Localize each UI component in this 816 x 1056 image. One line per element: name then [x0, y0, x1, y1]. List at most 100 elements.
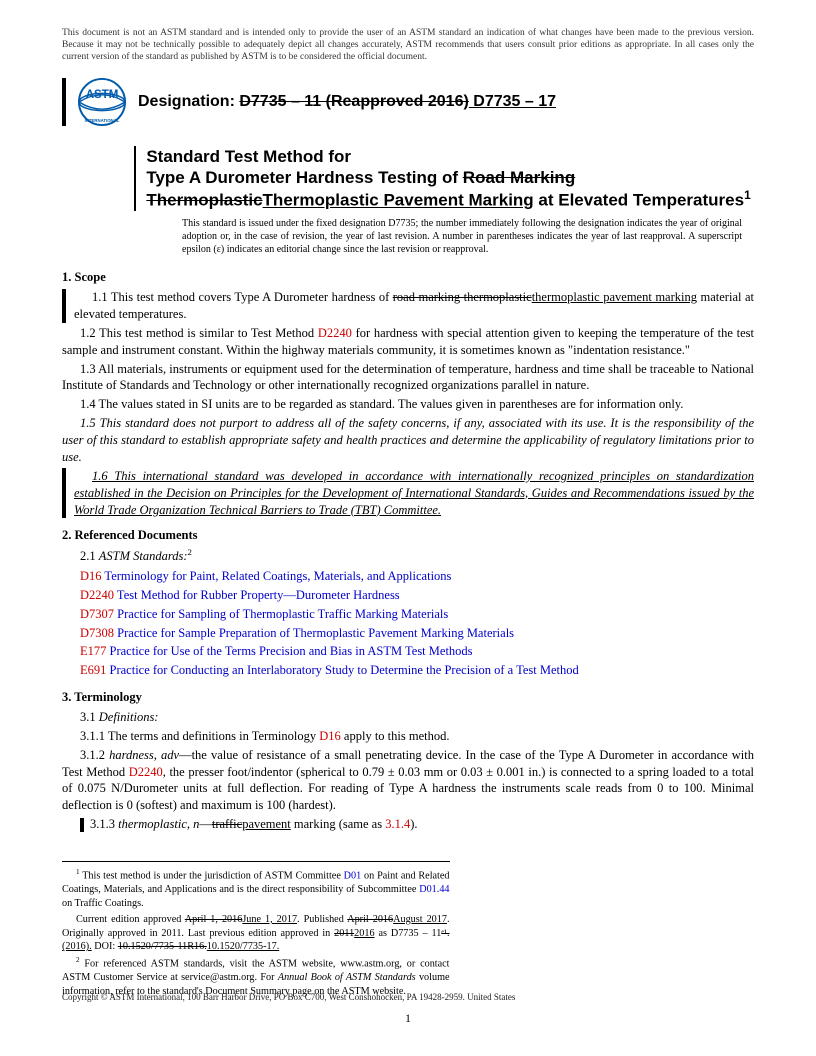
underline-text: thermoplastic pavement marking — [532, 290, 697, 304]
title-new: Thermoplastic Pavement Marking — [263, 191, 534, 210]
text: This test method is under the jurisdicti… — [80, 870, 344, 881]
copyright-line: Copyright © ASTM International, 100 Barr… — [62, 992, 515, 1002]
para-3-1: 3.1 Definitions: — [62, 709, 754, 726]
para-3-1-1: 3.1.1 The terms and definitions in Termi… — [62, 728, 754, 745]
ref-title[interactable]: Practice for Sample Preparation of Therm… — [114, 626, 514, 640]
strike-text: April 2016 — [347, 914, 393, 925]
section-2-head: 2. Referenced Documents — [62, 528, 754, 543]
para-text: marking (same as — [291, 817, 385, 831]
para-text: 3.1.1 The terms and definitions in Termi… — [80, 729, 319, 743]
underline-text: August 2017 — [393, 914, 447, 925]
para-text: 1.1 This test method covers Type A Durom… — [92, 290, 393, 304]
ref-link[interactable]: D01.44 — [419, 884, 449, 895]
ref-code[interactable]: D2240 — [80, 588, 114, 602]
title-line1: Standard Test Method for — [146, 147, 351, 166]
para-text: , the presser foot/indentor (spherical t… — [62, 765, 754, 813]
ref-link[interactable]: 3.1.4 — [385, 817, 410, 831]
designation-label: Designation: — [138, 93, 239, 110]
num: 3.1.3 — [90, 817, 118, 831]
text: . Published — [297, 914, 347, 925]
strike-text: 2011 — [334, 928, 354, 939]
para-3-1-3: 3.1.3 thermoplastic, n—trafficpavement m… — [62, 816, 754, 833]
ref-title[interactable]: Practice for Use of the Terms Precision … — [106, 644, 472, 658]
para-1-3: 1.3 All materials, instruments or equipm… — [62, 361, 754, 395]
ref-code[interactable]: D16 — [80, 569, 102, 583]
term: hardness, adv — [109, 748, 179, 762]
strike-text: April 1, 2016 — [185, 914, 243, 925]
page: This document is not an ASTM standard an… — [0, 0, 816, 1056]
para-text: 1.2 This test method is similar to Test … — [80, 326, 318, 340]
num: 3.1.2 — [80, 748, 109, 762]
section-3-head: 3. Terminology — [62, 690, 754, 705]
ref-link[interactable]: D2240 — [318, 326, 352, 340]
para-1-6-row: 1.6 This international standard was deve… — [62, 468, 754, 519]
para-text: apply to this method. — [341, 729, 450, 743]
num: 2.1 — [80, 550, 99, 564]
ref-link[interactable]: D16 — [319, 729, 341, 743]
title-line2b: at Elevated Temperatures — [534, 191, 744, 210]
sup: 2 — [188, 547, 192, 557]
footnote-edition: Current edition approved April 1, 2016Ju… — [62, 913, 450, 954]
ref-title[interactable]: Practice for Sampling of Thermoplastic T… — [114, 607, 448, 621]
underline-text: June 1, 2017 — [242, 914, 297, 925]
ref-title[interactable]: Terminology for Paint, Related Coatings,… — [102, 569, 452, 583]
ref-title[interactable]: Test Method for Rubber Property—Duromete… — [114, 588, 400, 602]
designation-old: D7735 – 11 (Reapproved 2016) — [239, 93, 468, 110]
title-sup: 1 — [744, 188, 751, 202]
underline-text: pavement — [242, 817, 291, 831]
svg-text:INTERNATIONAL: INTERNATIONAL — [85, 118, 120, 123]
underline-text: (2016). — [62, 941, 92, 952]
underline-text: 2016 — [354, 928, 374, 939]
para-1-2: 1.2 This test method is similar to Test … — [62, 325, 754, 359]
revision-bar — [62, 468, 66, 519]
para-1-1-row: 1.1 This test method covers Type A Durom… — [62, 289, 754, 323]
disclaimer-text: This document is not an ASTM standard an… — [62, 28, 754, 64]
title-text: Standard Test Method for Type A Duromete… — [146, 146, 754, 211]
para-3-1-2: 3.1.2 hardness, adv—the value of resista… — [62, 747, 754, 815]
underline-text: 10.1520/7735-17. — [207, 941, 279, 952]
strike-text: traffic — [212, 817, 242, 831]
issuance-note: This standard is issued under the fixed … — [182, 217, 742, 256]
reference-list: D16 Terminology for Paint, Related Coati… — [80, 567, 754, 680]
page-number: 1 — [0, 1011, 816, 1026]
text: on Traffic Coatings. — [62, 898, 144, 909]
ref-code[interactable]: E691 — [80, 663, 106, 677]
astm-logo: ASTM INTERNATIONAL — [78, 78, 126, 126]
ref-link[interactable]: D01 — [344, 870, 362, 881]
text: Current edition approved — [76, 914, 185, 925]
para-1-6: 1.6 This international standard was deve… — [74, 468, 754, 519]
svg-text:ASTM: ASTM — [86, 89, 119, 101]
text: as D7735 – 11 — [375, 928, 442, 939]
header-row: ASTM INTERNATIONAL Designation: D7735 – … — [62, 78, 754, 126]
strike-text: ᵉ¹. — [441, 928, 449, 939]
designation-new: D7735 – 17 — [469, 93, 556, 110]
text: DOI: — [92, 941, 118, 952]
dash: — — [199, 817, 212, 831]
para-1-5: 1.5 This standard does not purport to ad… — [62, 415, 754, 466]
ref-link[interactable]: D2240 — [129, 765, 163, 779]
para-1-4: 1.4 The values stated in SI units are to… — [62, 396, 754, 413]
title-line2a: Type A Durometer Hardness Testing of — [146, 168, 462, 187]
italic-text: Annual Book of ASTM Standards — [278, 972, 416, 983]
title-block: Standard Test Method for Type A Duromete… — [134, 146, 754, 211]
strike-text: 10.1520/7735-11R16. — [118, 941, 207, 952]
term: thermoplastic, n — [118, 817, 199, 831]
ref-code[interactable]: E177 — [80, 644, 106, 658]
para-1-1: 1.1 This test method covers Type A Durom… — [74, 289, 754, 323]
ref-code[interactable]: D7308 — [80, 626, 114, 640]
footnotes: 1 This test method is under the jurisdic… — [62, 861, 450, 999]
footnote-1: 1 This test method is under the jurisdic… — [62, 868, 450, 911]
para-2-1: 2.1 ASTM Standards:2 — [62, 547, 754, 565]
label: Definitions: — [99, 710, 159, 724]
ref-title[interactable]: Practice for Conducting an Interlaborato… — [106, 663, 578, 677]
strike-text: road marking thermoplastic — [393, 290, 532, 304]
revision-bar — [80, 818, 84, 832]
revision-bar — [134, 146, 136, 211]
designation: Designation: D7735 – 11 (Reapproved 2016… — [138, 93, 556, 111]
section-1-head: 1. Scope — [62, 270, 754, 285]
label: ASTM Standards: — [99, 550, 188, 564]
ref-code[interactable]: D7307 — [80, 607, 114, 621]
revision-bar — [62, 289, 66, 323]
revision-bar — [62, 78, 66, 126]
num: 3.1 — [80, 710, 99, 724]
